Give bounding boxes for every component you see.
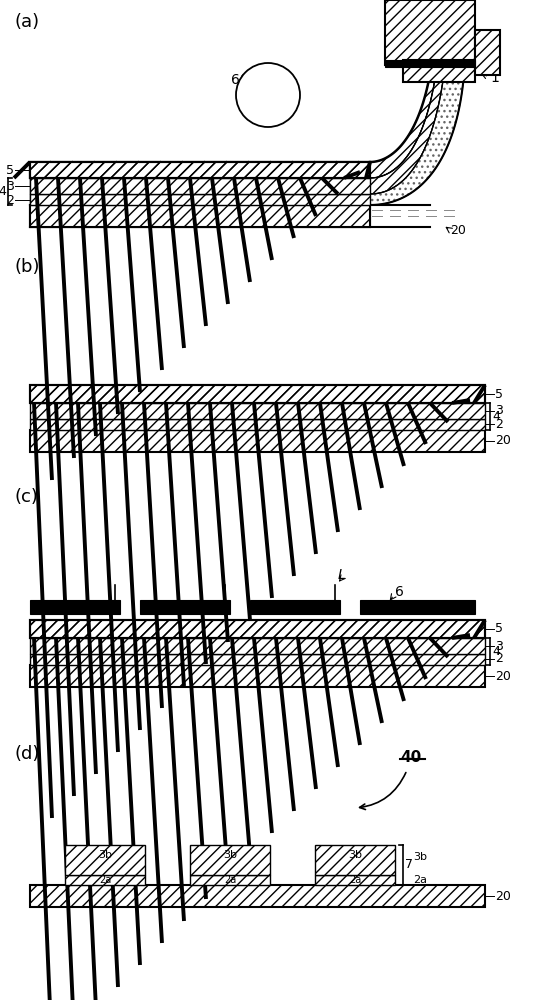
Bar — [30, 178, 370, 194]
Bar — [403, 60, 475, 82]
Bar — [65, 875, 145, 885]
Bar — [65, 845, 145, 875]
Bar — [140, 600, 230, 614]
Bar — [30, 162, 370, 178]
Text: (d): (d) — [15, 745, 41, 763]
Text: 20: 20 — [450, 224, 466, 236]
Text: 6: 6 — [395, 585, 404, 599]
Text: 2: 2 — [495, 652, 503, 666]
Bar — [30, 162, 370, 178]
Text: L: L — [338, 568, 346, 582]
Bar — [315, 845, 395, 875]
Circle shape — [236, 63, 300, 127]
Text: (a): (a) — [15, 13, 40, 31]
Bar — [30, 638, 485, 654]
Polygon shape — [370, 30, 448, 194]
Bar — [30, 194, 370, 205]
Bar — [190, 845, 270, 875]
Text: 1: 1 — [490, 71, 499, 85]
Text: 20: 20 — [495, 434, 511, 448]
Bar — [30, 885, 485, 907]
Bar — [30, 205, 370, 227]
Text: 4: 4 — [492, 410, 500, 423]
Text: 60: 60 — [231, 73, 249, 87]
Text: 2a: 2a — [99, 875, 111, 885]
Bar — [30, 205, 370, 227]
Text: 20: 20 — [495, 670, 511, 682]
Text: 3b: 3b — [413, 852, 427, 862]
Bar — [360, 600, 475, 614]
Text: 3: 3 — [495, 640, 503, 652]
Text: 3b: 3b — [348, 850, 362, 860]
Bar — [30, 194, 370, 205]
Text: 2: 2 — [6, 194, 14, 207]
Bar — [250, 600, 340, 614]
Bar — [30, 178, 370, 194]
Text: 3b: 3b — [98, 850, 112, 860]
Text: 7: 7 — [405, 858, 413, 871]
Text: 2a: 2a — [224, 875, 236, 885]
Bar — [30, 419, 485, 430]
Bar — [30, 162, 370, 178]
Text: 40: 40 — [400, 750, 421, 764]
Bar — [30, 600, 120, 614]
Text: 3: 3 — [6, 180, 14, 192]
Text: 2: 2 — [495, 418, 503, 430]
Text: 20: 20 — [495, 890, 511, 902]
Bar — [30, 385, 485, 403]
Text: 5: 5 — [6, 163, 14, 176]
Bar — [30, 430, 485, 452]
Bar — [30, 403, 485, 419]
Text: 2a: 2a — [413, 875, 427, 885]
Text: (b): (b) — [15, 258, 41, 276]
Bar — [30, 162, 370, 178]
Bar — [30, 620, 485, 638]
Bar — [30, 665, 485, 687]
Text: 5: 5 — [495, 622, 503, 636]
Text: 2a: 2a — [349, 875, 361, 885]
Bar — [385, 0, 475, 65]
Bar — [385, 60, 475, 67]
Polygon shape — [370, 30, 440, 178]
Text: 4: 4 — [0, 185, 6, 198]
Text: 4: 4 — [492, 645, 500, 658]
Bar — [315, 875, 395, 885]
Bar — [475, 30, 500, 75]
Bar — [190, 875, 270, 885]
Bar — [30, 385, 485, 403]
Polygon shape — [370, 30, 465, 205]
Bar — [30, 620, 485, 638]
Text: (c): (c) — [15, 488, 39, 506]
Text: 5: 5 — [495, 387, 503, 400]
Text: 3: 3 — [495, 404, 503, 418]
Bar — [30, 654, 485, 665]
Text: 3b: 3b — [223, 850, 237, 860]
